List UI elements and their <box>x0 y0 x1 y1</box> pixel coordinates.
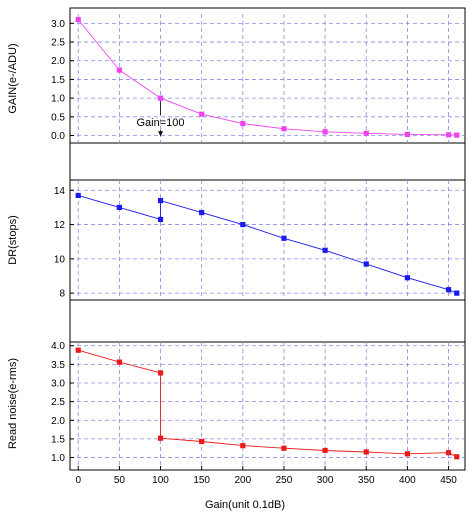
dr-ytick-label-1: 10 <box>54 254 66 265</box>
dr-point-11 <box>454 290 460 296</box>
noise-point-7 <box>322 447 328 454</box>
dr-ytick-label-3: 14 <box>54 186 66 197</box>
noise-point-11 <box>454 454 460 460</box>
chart-panels: 0.0 0.5 1.0 1.5 2.0 2.5 3.0 GAIN(e-/ADU) Gain=10… <box>7 7 466 486</box>
xtick-label-7: 350 <box>358 475 375 486</box>
gain-point-8 <box>404 131 410 137</box>
noise-ytick-label-5: 3.5 <box>51 360 65 371</box>
noise-ytick-label-4: 3.0 <box>51 379 65 390</box>
x-axis-title: Gain(unit 0.1dB) <box>205 499 285 511</box>
dr-point-8 <box>363 261 369 267</box>
xtick-label-2: 100 <box>152 475 169 486</box>
noise-ytick-label-0: 1.0 <box>51 453 65 464</box>
gain-ytick-label-4: 2.0 <box>51 56 65 67</box>
gain-ytick-label-0: 0.0 <box>51 131 65 142</box>
noise-point-5 <box>240 443 246 449</box>
gain-annotation-arrowhead <box>158 131 164 137</box>
gain-point-1 <box>116 67 122 73</box>
gain-annotation-label: Gain=100 <box>137 117 185 129</box>
noise-point-9 <box>404 451 410 457</box>
dr-point-9 <box>404 275 410 281</box>
noise-ytick-label-3: 2.5 <box>51 397 65 408</box>
xtick-label-0: 0 <box>75 475 81 486</box>
gain-point-9 <box>445 132 452 138</box>
gain-point-4 <box>240 120 246 127</box>
xtick-label-5: 250 <box>276 475 293 486</box>
gain-point-0 <box>75 17 81 23</box>
dr-ytick-label-2: 12 <box>54 220 66 231</box>
noise-point-3 <box>157 435 164 441</box>
dr-point-1 <box>116 204 122 211</box>
dr-point-3 <box>157 197 164 204</box>
noise-point-0 <box>75 347 81 353</box>
noise-y-axis-title: Read noise(e-rms) <box>7 358 19 449</box>
gain-panel: 0.0 0.5 1.0 1.5 2.0 2.5 3.0 GAIN(e-/ADU) Gain=10… <box>7 14 465 143</box>
noise-ytick-label-2: 2.0 <box>51 416 65 427</box>
xtick-label-4: 200 <box>234 475 251 486</box>
gain-ytick-label-3: 1.5 <box>51 75 65 86</box>
gain-point-2 <box>157 95 164 101</box>
noise-point-1 <box>116 359 122 365</box>
noise-point-2 <box>157 370 164 376</box>
gain-ytick-label-5: 2.5 <box>51 38 65 49</box>
xtick-label-1: 50 <box>114 475 126 486</box>
dr-point-7 <box>322 247 328 253</box>
dr-point-10 <box>445 287 452 293</box>
gain-ytick-label-1: 0.5 <box>51 112 65 123</box>
noise-point-10 <box>445 450 452 456</box>
noise-point-4 <box>199 438 205 445</box>
noise-series-line-0 <box>78 349 457 458</box>
xtick-label-6: 300 <box>317 475 334 486</box>
gain-point-7 <box>363 130 369 136</box>
xtick-label-9: 450 <box>440 475 457 486</box>
noise-ytick-label-6: 4.0 <box>51 341 65 352</box>
noise-panel: 1.0 1.5 2.0 2.5 3.0 3.5 4.0 Read noise(e-rms) <box>7 341 465 465</box>
dr-point-5 <box>240 221 246 228</box>
dr-point-4 <box>199 209 205 216</box>
dr-point-0 <box>75 192 81 199</box>
noise-point-6 <box>281 445 287 451</box>
gain-point-10 <box>454 132 460 138</box>
gain-point-6 <box>322 129 328 135</box>
gain-y-axis-title: GAIN(e-/ADU) <box>7 43 19 113</box>
noise-point-8 <box>363 449 369 455</box>
dr-panel: 8 10 12 14 DR(stops) <box>7 180 465 300</box>
gain-ytick-label-2: 1.0 <box>51 94 65 105</box>
plot-frame <box>69 7 466 471</box>
dr-point-6 <box>281 235 287 241</box>
dr-series-line-0 <box>78 194 457 294</box>
gain-point-3 <box>199 111 205 117</box>
dr-ytick-label-0: 8 <box>59 289 65 300</box>
gain-ytick-label-6: 3.0 <box>51 19 65 30</box>
gain-point-5 <box>281 126 287 132</box>
dr-point-2 <box>157 216 164 223</box>
xtick-label-8: 400 <box>399 475 416 486</box>
xtick-label-3: 150 <box>193 475 210 486</box>
dr-y-axis-title: DR(stops) <box>7 215 19 265</box>
noise-ytick-label-1: 1.5 <box>51 434 65 445</box>
